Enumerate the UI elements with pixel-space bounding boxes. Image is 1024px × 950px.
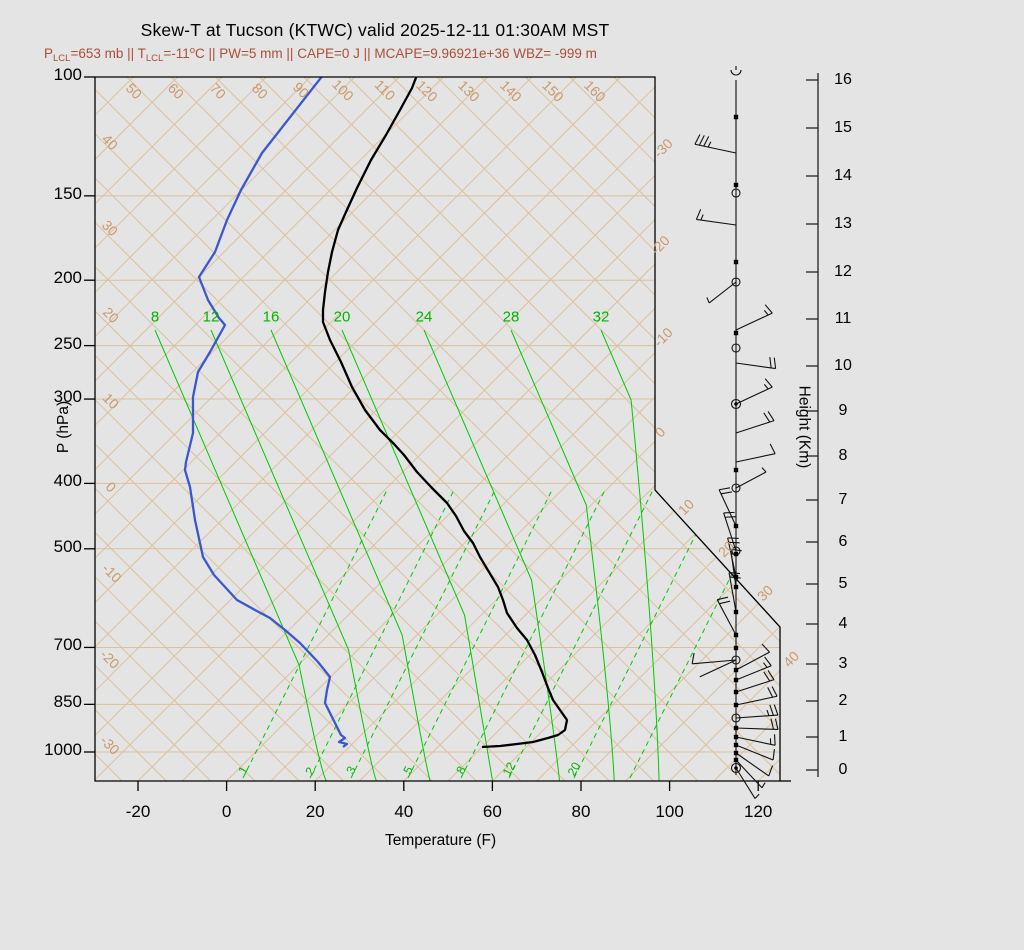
subtitle-segment: o	[189, 45, 196, 56]
subtitle-segment: P	[44, 46, 54, 61]
temperature-tick-label: 120	[744, 802, 773, 821]
subtitle-segment: =-11	[163, 46, 190, 61]
height-tick-label: 4	[838, 615, 848, 632]
height-tick-label: 13	[834, 215, 852, 232]
height-tick-label: 8	[838, 447, 848, 464]
temperature-tick-label: 0	[221, 802, 232, 821]
moist-adiabat-label: 32	[592, 308, 610, 326]
height-tick-label: 16	[834, 71, 852, 88]
pressure-tick-label: 200	[53, 268, 82, 288]
moist-adiabat-label: 12	[202, 308, 220, 326]
height-tick-label: 9	[838, 402, 848, 419]
height-tick-label: 0	[838, 761, 848, 778]
pressure-tick-label: 400	[53, 471, 82, 491]
moist-adiabat-label: 28	[502, 308, 520, 326]
pressure-tick-label: 250	[53, 333, 82, 353]
temperature-tick-label: 80	[571, 802, 591, 821]
subtitle-segment: C || PW=5 mm || CAPE=0 J || MCAPE=9.9692…	[195, 46, 597, 61]
height-tick-label: 10	[834, 357, 852, 374]
subtitle-segment: LCL	[145, 53, 164, 64]
page-title: Skew-T at Tucson (KTWC) valid 2025-12-11…	[140, 20, 610, 40]
moist-adiabat-label: 16	[262, 308, 280, 326]
pressure-tick-label: 500	[53, 536, 82, 556]
height-tick-label: 1	[838, 728, 848, 745]
sounding-parameters-text: PLCL=653 mb || TLCL=-11oC || PW=5 mm || …	[44, 45, 597, 64]
pressure-tick-label: 850	[53, 692, 82, 712]
height-tick-label: 14	[834, 167, 852, 184]
temperature-axis-title: Temperature (F)	[385, 832, 497, 849]
pressure-tick-label: 300	[53, 387, 82, 407]
pressure-tick-label: 700	[53, 635, 82, 655]
pressure-tick-label: 150	[53, 183, 82, 203]
height-tick-label: 15	[834, 119, 852, 136]
height-tick-label: 12	[834, 263, 852, 280]
pressure-axis-title: P (hPa)	[55, 400, 73, 454]
height-tick-label: 5	[838, 575, 848, 592]
temperature-tick-label: 100	[655, 802, 684, 821]
subtitle-segment: =653 mb || T	[70, 46, 146, 61]
temperature-tick-label: 60	[482, 802, 502, 821]
pressure-tick-label: 100	[53, 65, 82, 84]
moist-adiabat-label: 20	[333, 308, 351, 326]
height-axis-title: Height (Km)	[795, 385, 813, 469]
height-tick-label: 2	[838, 692, 848, 709]
height-tick-label: 6	[838, 533, 848, 550]
height-tick-label: 3	[838, 655, 848, 672]
pressure-tick-label: 1000	[44, 740, 82, 759]
subtitle-segment: LCL	[53, 53, 71, 64]
temperature-tick-label: -20	[125, 802, 151, 821]
moist-adiabat-label: 8	[150, 308, 160, 326]
height-tick-label: 11	[834, 310, 852, 327]
moist-adiabat-label: 24	[415, 308, 433, 326]
height-tick-label: 7	[838, 491, 848, 508]
temperature-tick-label: 20	[305, 802, 325, 821]
temperature-tick-label: 40	[394, 802, 414, 821]
